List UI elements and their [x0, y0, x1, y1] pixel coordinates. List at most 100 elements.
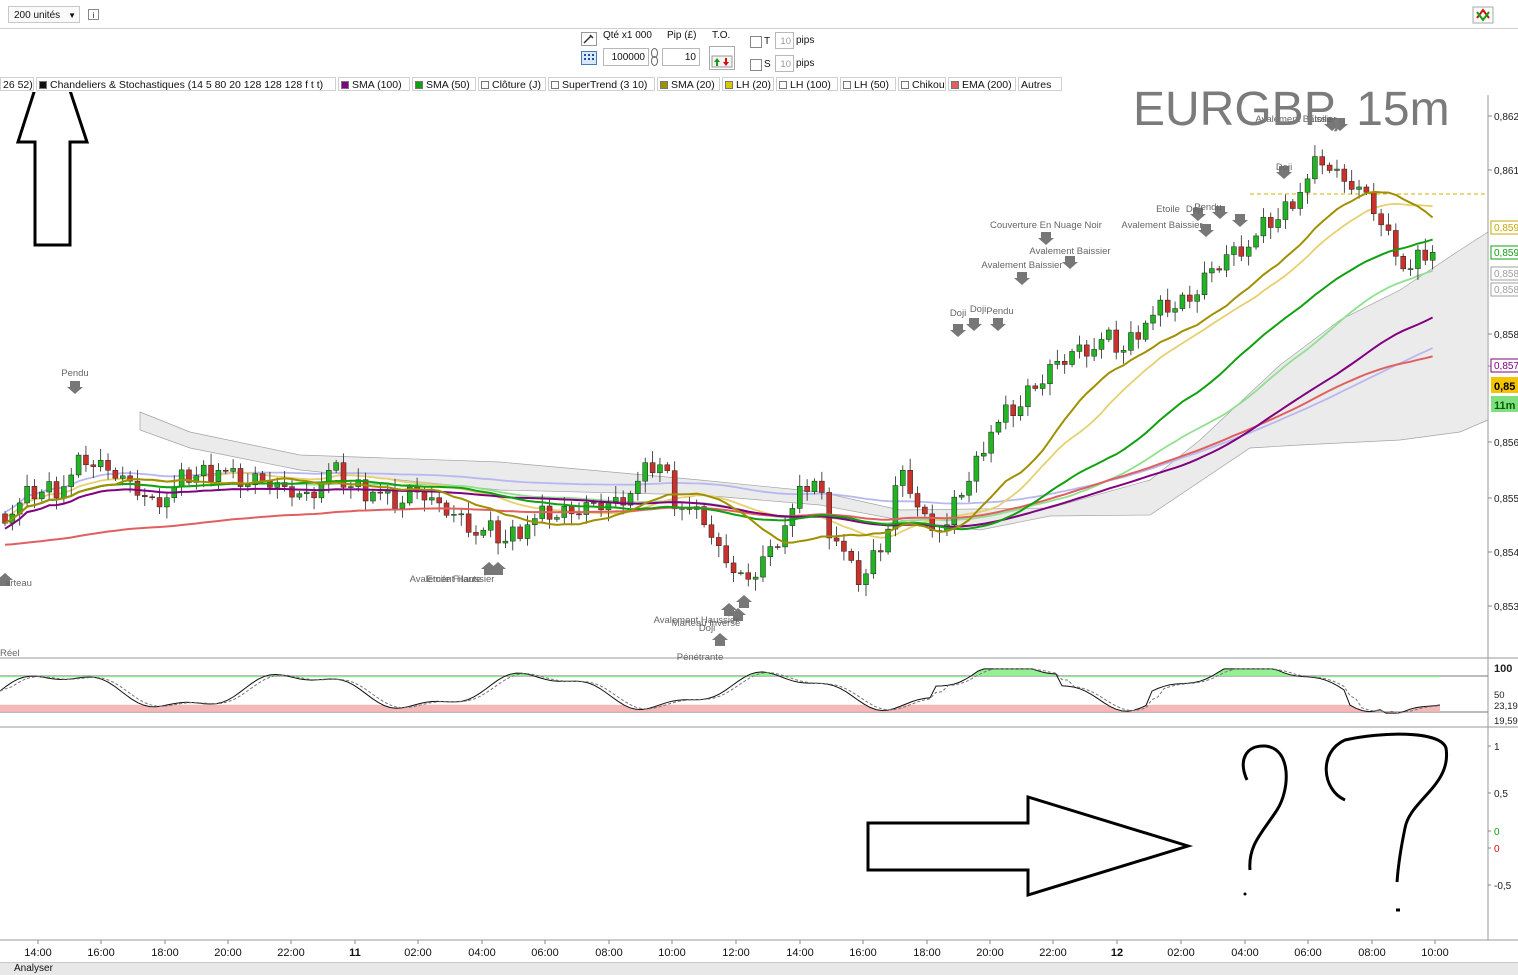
keypad-icon[interactable] [581, 51, 597, 65]
units-dropdown[interactable]: 200 unités ▼ [8, 6, 80, 23]
legend-item[interactable]: SMA (50) [412, 77, 476, 91]
bull-candle [863, 573, 869, 585]
wrench-icon[interactable] [581, 32, 597, 46]
trade-icon[interactable] [1472, 6, 1494, 24]
legend-item[interactable]: LH (50) [840, 77, 896, 91]
bear-candle [723, 545, 729, 564]
price-badge-label: 0,859 [1494, 223, 1518, 234]
time-tick-label: 18:00 [913, 947, 941, 959]
bull-candle [429, 497, 435, 501]
price-badge [1490, 358, 1518, 373]
price-badge [1490, 282, 1518, 297]
pip-input[interactable]: 10 [662, 48, 700, 66]
pattern-label: Etoile Filante [427, 574, 482, 585]
bear-candle [1032, 385, 1039, 389]
bull-candle [782, 525, 788, 548]
bull-candle [752, 576, 759, 580]
legend-label: SMA (100) [352, 79, 402, 91]
chart-grid [0, 95, 1518, 941]
bear-candle [156, 497, 163, 508]
pip-label: Pip (£) [667, 30, 697, 41]
legend-item[interactable]: EMA (200) [948, 77, 1016, 91]
bear-candle [914, 493, 921, 508]
bear-candle [112, 470, 119, 479]
qty-input[interactable]: 100000 [603, 48, 649, 66]
legend-item[interactable]: SuperTrend (3 10) [548, 77, 655, 91]
bull-candle [1260, 217, 1267, 237]
units-value: 200 unités [14, 10, 61, 21]
time-tick-label: 14:00 [24, 947, 52, 959]
bear-candle [730, 562, 737, 573]
bull-candle [46, 481, 52, 493]
legend-item[interactable]: 26 52) [0, 77, 34, 91]
bull-candle [510, 526, 516, 542]
bear-candle [716, 537, 722, 546]
bear-candle [745, 572, 752, 580]
bear-candle [1400, 255, 1406, 270]
bull-candle [1069, 351, 1075, 365]
bull-candle [274, 482, 281, 488]
bear-candle [208, 464, 214, 482]
bear-candle [465, 513, 472, 533]
bull-candle [635, 480, 641, 494]
bear-candle [1084, 344, 1090, 357]
bull-candle [958, 494, 965, 498]
link-icon[interactable] [650, 47, 659, 67]
bull-candle [480, 529, 487, 536]
legend-item[interactable]: Autres [1018, 77, 1062, 91]
up-arrow-icon [736, 595, 752, 608]
legend-item[interactable]: LH (100) [776, 77, 838, 91]
bear-candle [31, 485, 38, 500]
pattern-label: Avalement Baissier [981, 260, 1062, 271]
legend-item[interactable]: LH (20) [722, 77, 774, 91]
pattern-label: Doji [1186, 204, 1202, 215]
down-arrow-icon [1332, 118, 1348, 131]
bull-candle [399, 502, 406, 509]
bull-candle [627, 493, 634, 506]
bull-candle [1223, 254, 1230, 271]
pattern-label: Réel [0, 648, 20, 659]
legend-label: 26 52) [3, 79, 33, 91]
legend-item[interactable]: Chandeliers & Stochastiques (14 5 80 20 … [36, 77, 336, 91]
time-tick-label: 04:00 [468, 947, 496, 959]
order-arrows-icon[interactable] [709, 46, 735, 70]
down-arrow-icon [966, 318, 982, 331]
info-icon[interactable]: i [88, 9, 99, 20]
bear-candle [1290, 201, 1296, 209]
bull-candle [524, 524, 531, 539]
bull-candle [738, 572, 744, 574]
bull-candle [97, 460, 104, 467]
legend-item[interactable]: Clôture (J) [478, 77, 546, 91]
t-pips-input[interactable]: 10 [775, 32, 794, 49]
pattern-label: Avalement Haussier [654, 615, 739, 626]
stoch-tick-label: 50 [1494, 690, 1505, 701]
chevron-down-icon: ▼ [68, 11, 76, 20]
legend-item[interactable]: SMA (20) [657, 77, 720, 91]
t-checkbox[interactable] [750, 36, 762, 48]
time-tick-label: 16:00 [849, 947, 877, 959]
bull-candle [797, 485, 803, 509]
bull-candle [613, 497, 619, 502]
ema200-line [4, 355, 1433, 546]
bull-candle [370, 491, 376, 502]
pattern-label: Doji [1276, 162, 1292, 173]
s-pips-input[interactable]: 10 [775, 55, 794, 72]
legend-item[interactable]: Chikou [898, 77, 946, 91]
bear-candle [922, 506, 928, 515]
legend-item[interactable]: SMA (100) [338, 77, 410, 91]
bear-candle [907, 470, 913, 494]
price-tick-label: 0,855 [1494, 494, 1518, 505]
bull-candle [966, 480, 972, 496]
bull-candle [870, 550, 877, 575]
down-arrow-icon [1276, 166, 1292, 179]
s-checkbox[interactable] [750, 59, 762, 71]
bear-candle [1363, 186, 1370, 193]
bear-candle [377, 491, 384, 494]
bear-candle [701, 506, 707, 526]
qty-label: Qté x1 000 [603, 30, 652, 41]
analyse-tab[interactable]: Analyser [14, 963, 53, 974]
legend-swatch [843, 81, 851, 89]
bear-candle [311, 491, 317, 499]
